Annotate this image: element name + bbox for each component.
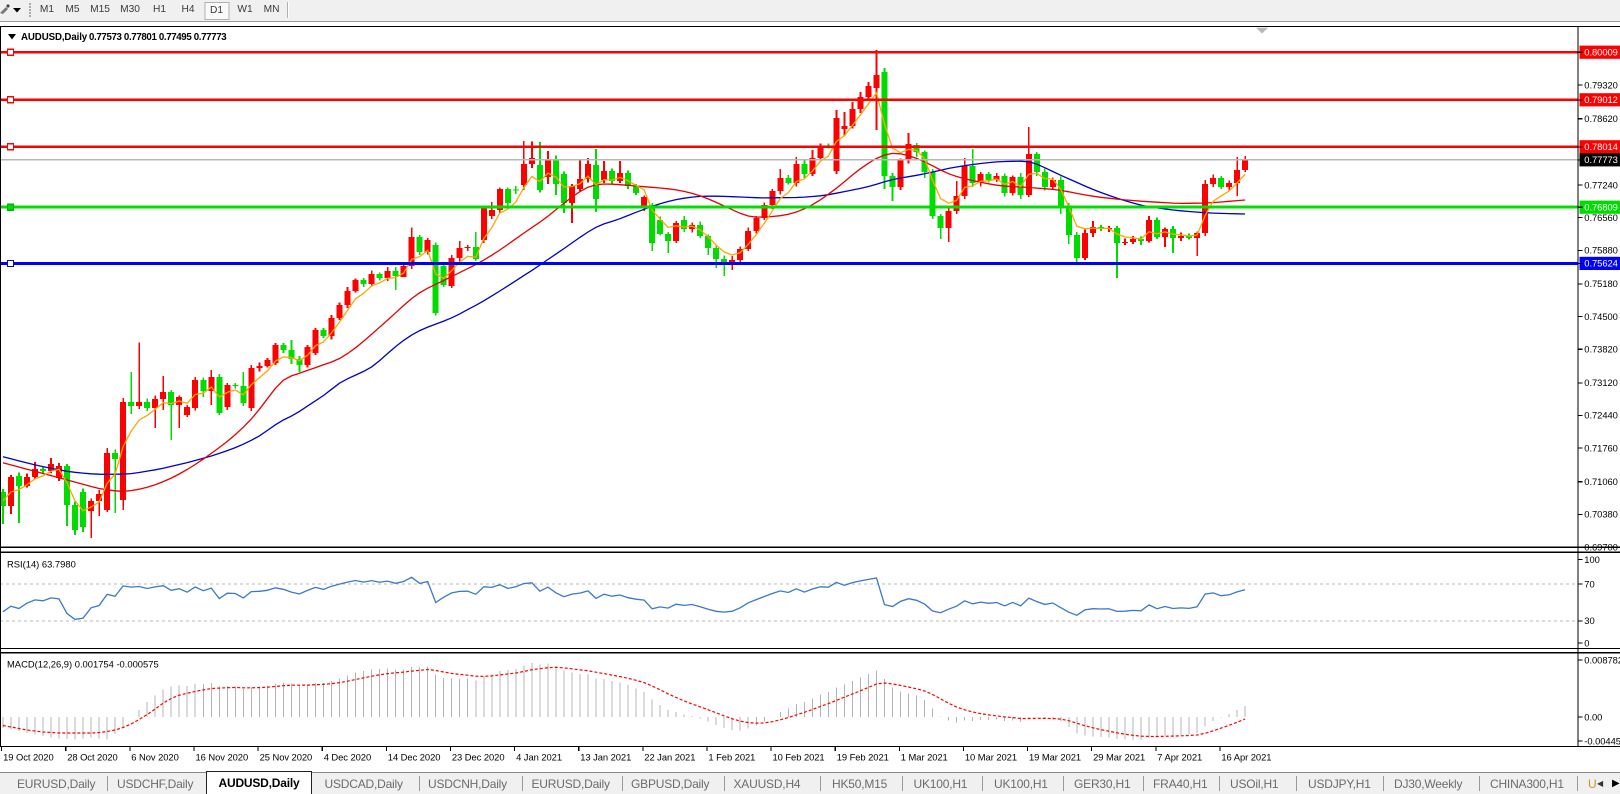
svg-text:30: 30 [1584,615,1594,626]
svg-text:0.73120: 0.73120 [1584,377,1618,388]
svg-text:0.79012: 0.79012 [1584,94,1618,105]
svg-text:0.77573 0.77801 0.77495 0.7777: 0.77573 0.77801 0.77495 0.77773 [89,32,227,43]
svg-text:100: 100 [1584,554,1600,565]
svg-text:22 Jan 2021: 22 Jan 2021 [644,751,695,762]
svg-text:10 Mar 2021: 10 Mar 2021 [965,751,1017,762]
svg-text:16 Apr 2021: 16 Apr 2021 [1221,751,1271,762]
svg-text:0.78014: 0.78014 [1584,141,1618,152]
svg-text:16 Nov 2020: 16 Nov 2020 [196,751,249,762]
svg-text:0.78620: 0.78620 [1584,113,1618,124]
svg-text:0.00: 0.00 [1584,711,1602,722]
svg-text:1 Feb 2021: 1 Feb 2021 [708,751,755,762]
svg-text:RSI(14) 63.7980: RSI(14) 63.7980 [7,559,76,570]
svg-text:0.75624: 0.75624 [1584,258,1618,269]
svg-text:0.80009: 0.80009 [1584,47,1618,58]
svg-text:0.73820: 0.73820 [1584,344,1618,355]
svg-text:6 Nov 2020: 6 Nov 2020 [131,751,178,762]
svg-text:19 Mar 2021: 19 Mar 2021 [1029,751,1081,762]
svg-text:0.79320: 0.79320 [1584,79,1618,90]
svg-text:0.75180: 0.75180 [1584,278,1618,289]
svg-text:0.74500: 0.74500 [1584,311,1618,322]
svg-text:4 Jan 2021: 4 Jan 2021 [516,751,562,762]
svg-text:0.77773: 0.77773 [1584,154,1618,165]
svg-text:0.76560: 0.76560 [1584,212,1618,223]
svg-text:0.71760: 0.71760 [1584,442,1618,453]
svg-text:7 Apr 2021: 7 Apr 2021 [1157,751,1202,762]
svg-text:0.76809: 0.76809 [1584,202,1618,213]
svg-text:23 Dec 2020: 23 Dec 2020 [452,751,505,762]
svg-text:0.77240: 0.77240 [1584,179,1618,190]
svg-text:19 Feb 2021: 19 Feb 2021 [837,751,889,762]
svg-text:AUDUSD,Daily: AUDUSD,Daily [21,32,88,43]
svg-text:29 Mar 2021: 29 Mar 2021 [1093,751,1145,762]
svg-text:14 Dec 2020: 14 Dec 2020 [388,751,441,762]
svg-text:70: 70 [1584,578,1594,589]
svg-text:1 Mar 2021: 1 Mar 2021 [901,751,948,762]
svg-text:0: 0 [1584,637,1589,648]
svg-text:0.72440: 0.72440 [1584,410,1618,421]
svg-text:0.008782: 0.008782 [1584,654,1620,665]
svg-text:28 Oct 2020: 28 Oct 2020 [67,751,118,762]
svg-text:25 Nov 2020: 25 Nov 2020 [260,751,313,762]
svg-text:4 Dec 2020: 4 Dec 2020 [324,751,371,762]
svg-text:0.70380: 0.70380 [1584,509,1618,520]
svg-text:13 Jan 2021: 13 Jan 2021 [580,751,631,762]
svg-text:0.69700: 0.69700 [1584,541,1618,552]
svg-text:10 Feb 2021: 10 Feb 2021 [773,751,825,762]
svg-text:0.75880: 0.75880 [1584,245,1618,256]
svg-text:19 Oct 2020: 19 Oct 2020 [3,751,54,762]
svg-text:MACD(12,26,9) 0.001754 -0.0005: MACD(12,26,9) 0.001754 -0.000575 [7,659,159,670]
svg-text:0.71060: 0.71060 [1584,476,1618,487]
